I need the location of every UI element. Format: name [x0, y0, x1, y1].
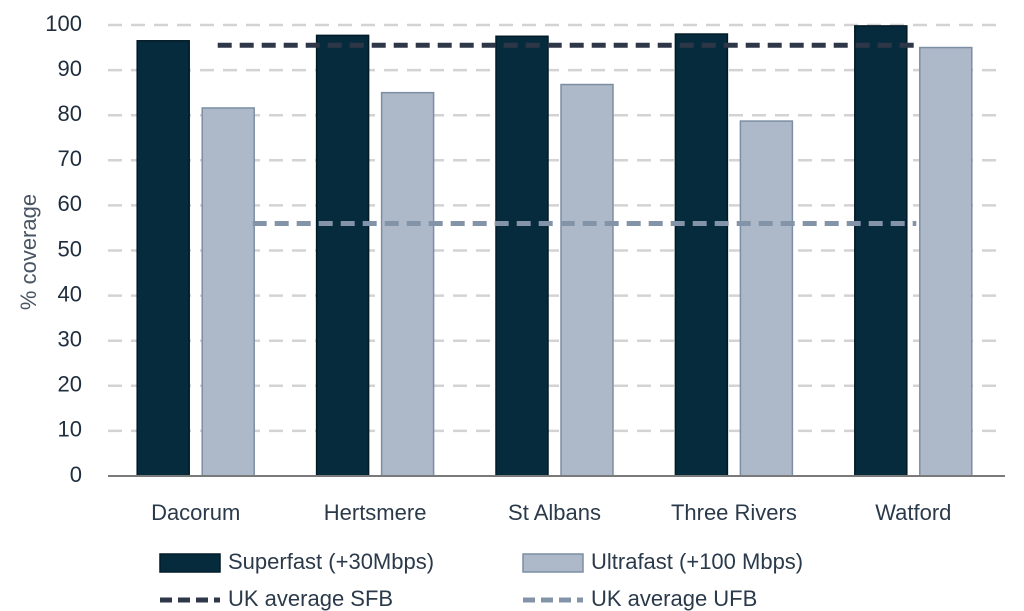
- bar-ultrafast-dacorum: [201, 107, 255, 477]
- bar-superfast-st-albans: [495, 35, 549, 477]
- legend-label: Ultrafast (+100 Mbps): [591, 549, 803, 574]
- y-tick-label: 40: [58, 281, 82, 306]
- reference-lines: [217, 42, 917, 226]
- legend: Superfast (+30Mbps) Ultrafast (+100 Mbps)…: [159, 549, 803, 611]
- legend-label: Superfast (+30Mbps): [228, 549, 434, 574]
- y-tick-label: 50: [58, 236, 82, 261]
- legend-label: UK average UFB: [591, 586, 757, 611]
- y-axis-ticks: 0 10 20 30 40 50 60 70 80 90 100: [45, 11, 82, 487]
- gridlines: [108, 23, 1005, 433]
- bar-ultrafast-st-albans: [560, 83, 614, 477]
- legend-label: UK average SFB: [228, 586, 393, 611]
- y-tick-label: 80: [58, 101, 82, 126]
- legend-ultrafast: Ultrafast (+100 Mbps): [522, 549, 803, 574]
- x-tick-label: Hertsmere: [324, 500, 427, 525]
- y-tick-label: 90: [58, 56, 82, 81]
- y-tick-label: 0: [70, 462, 82, 487]
- bar-superfast-watford: [854, 25, 908, 477]
- bar-superfast-hertsmere: [315, 34, 370, 477]
- bar-ultrafast-hertsmere: [380, 91, 435, 477]
- y-tick-label: 70: [58, 146, 82, 171]
- x-tick-label: Dacorum: [151, 500, 240, 525]
- y-tick-label: 60: [58, 191, 82, 216]
- y-tick-label: 30: [58, 327, 82, 352]
- legend-uk-average-sfb: UK average SFB: [160, 586, 393, 611]
- x-tick-label: Three Rivers: [671, 500, 797, 525]
- x-tick-label: St Albans: [508, 500, 601, 525]
- legend-uk-average-ufb: UK average UFB: [523, 586, 757, 611]
- bar-ultrafast-watford: [919, 46, 973, 477]
- y-axis-title: % coverage: [16, 194, 41, 310]
- y-tick-label: 20: [58, 372, 82, 397]
- x-axis-labels: Dacorum Hertsmere St Albans Three Rivers Wat…: [151, 500, 951, 525]
- legend-superfast: Superfast (+30Mbps): [159, 549, 434, 574]
- y-tick-label: 10: [58, 417, 82, 442]
- legend-swatch: [522, 553, 584, 573]
- bar-superfast-dacorum: [136, 40, 190, 477]
- x-tick-label: Watford: [875, 500, 951, 525]
- legend-swatch: [159, 553, 221, 573]
- bar-superfast-three-rivers: [674, 33, 729, 477]
- y-tick-label: 100: [45, 11, 82, 36]
- bar-ultrafast-three-rivers: [739, 120, 794, 477]
